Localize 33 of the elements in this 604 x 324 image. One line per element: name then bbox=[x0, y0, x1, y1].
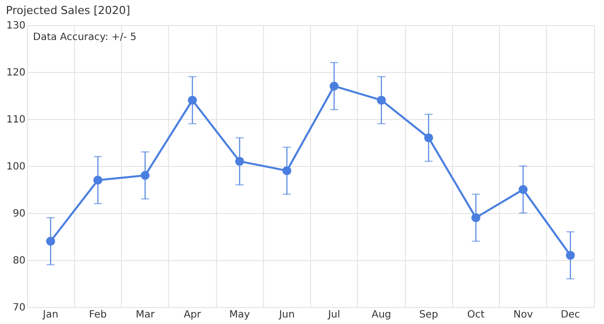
x-tick-label: May bbox=[229, 310, 250, 320]
point bbox=[46, 236, 56, 246]
x-tick-label: Feb bbox=[89, 310, 107, 320]
x-tick-label: Oct bbox=[467, 310, 485, 320]
point bbox=[471, 213, 480, 222]
y-tick-label: 130 bbox=[6, 20, 26, 32]
point bbox=[140, 170, 150, 180]
x-tick-label: Jun bbox=[278, 310, 295, 320]
point bbox=[93, 176, 102, 185]
chart-title: Projected Sales [2020] bbox=[6, 4, 130, 17]
x-tick-label: Jul bbox=[327, 310, 340, 320]
y-tick-label: 110 bbox=[6, 114, 26, 126]
y-tick-label: 90 bbox=[12, 208, 26, 220]
x-tick-label: Mar bbox=[136, 310, 156, 320]
x-tick-label: Apr bbox=[184, 310, 202, 320]
x-tick-label: Aug bbox=[372, 310, 392, 320]
point bbox=[376, 96, 386, 105]
y-tick-label: 100 bbox=[6, 162, 26, 172]
x-tick-label: Sep bbox=[419, 310, 438, 320]
point bbox=[330, 82, 339, 91]
point bbox=[566, 250, 575, 260]
point bbox=[188, 96, 197, 105]
point bbox=[235, 156, 244, 166]
y-tick-label: 70 bbox=[12, 302, 26, 314]
point bbox=[518, 185, 528, 194]
x-tick-label: Nov bbox=[513, 310, 533, 320]
y-tick-label: 80 bbox=[12, 256, 26, 266]
point bbox=[282, 166, 292, 176]
x-tick-label: Dec bbox=[560, 310, 580, 320]
point bbox=[424, 133, 434, 142]
x-tick-label: Jan bbox=[42, 310, 58, 320]
annotation: Data Accuracy: +/- 5 bbox=[33, 32, 136, 43]
y-tick-label: 120 bbox=[6, 68, 26, 78]
